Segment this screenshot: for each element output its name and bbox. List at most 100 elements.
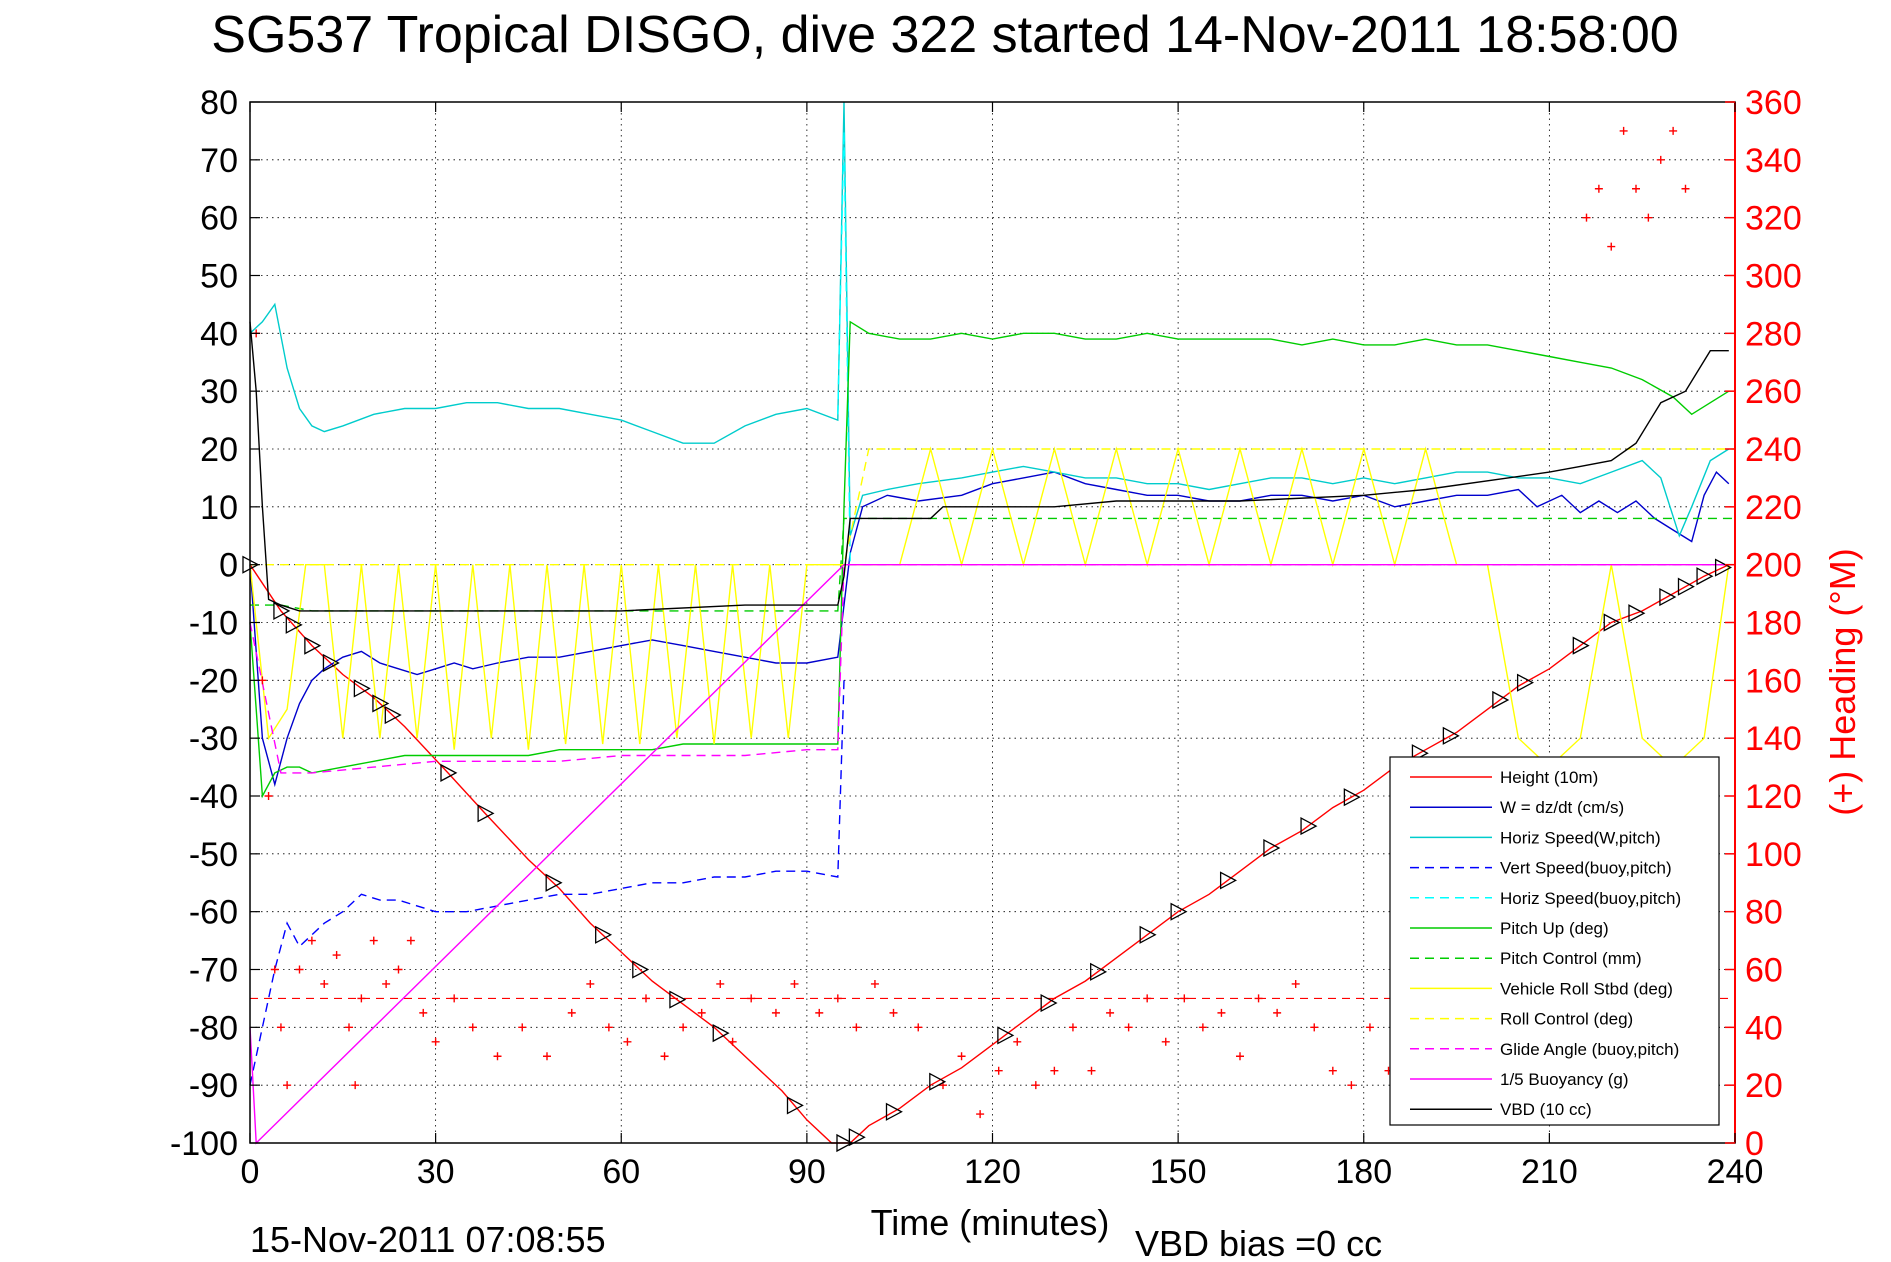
heading-marker — [642, 994, 650, 1003]
heading-marker — [1050, 1066, 1059, 1075]
height-marker — [997, 1026, 1015, 1045]
x-tick-label: 150 — [1150, 1153, 1207, 1191]
y-tick-label: 10 — [200, 489, 238, 527]
legend-box — [1389, 756, 1720, 1126]
heading-marker — [1180, 994, 1189, 1003]
y-tick-label: -30 — [189, 720, 238, 758]
height-marker — [304, 636, 322, 655]
height-marker — [384, 705, 402, 725]
heading-marker — [889, 1008, 898, 1017]
heading-marker — [1681, 184, 1690, 193]
heading-marker — [1656, 155, 1665, 164]
heading-marker — [1632, 184, 1640, 193]
height-marker — [545, 873, 563, 892]
heading-marker — [468, 1023, 477, 1032]
y2-tick-label: 20 — [1745, 1067, 1783, 1105]
heading-marker — [1644, 213, 1653, 222]
height-marker — [1677, 577, 1695, 596]
height-marker — [1343, 788, 1361, 807]
legend-label: Pitch Control (mm) — [1500, 949, 1642, 968]
height-marker — [632, 960, 650, 979]
heading-marker — [567, 1008, 576, 1017]
height-marker — [1090, 962, 1108, 981]
height-marker — [477, 804, 495, 823]
legend-label: Vert Speed(buoy,pitch) — [1500, 859, 1672, 878]
height-marker — [595, 925, 613, 944]
y-tick-label: 30 — [200, 373, 238, 411]
legend: Height (10m) W = dz/dt (cm/s) Horiz Speed(… — [1389, 756, 1720, 1126]
heading-marker — [1365, 1023, 1374, 1032]
heading-marker — [1143, 994, 1152, 1003]
heading-marker — [270, 965, 279, 974]
chart-title: SG537 Tropical DISGO, dive 322 started 1… — [211, 6, 1678, 64]
heading-marker — [679, 1023, 688, 1032]
heading-marker — [790, 979, 799, 988]
heading-marker — [771, 1008, 780, 1017]
y2-tick-label: 240 — [1745, 431, 1802, 469]
legend-label: Height (10m) — [1500, 768, 1598, 787]
heading-marker — [431, 1037, 440, 1046]
heading-marker — [728, 1037, 737, 1046]
height-marker — [1263, 838, 1281, 858]
y-tick-label: 50 — [200, 258, 238, 296]
heading-marker — [1619, 126, 1628, 135]
height-marker — [285, 615, 303, 634]
heading-marker — [1582, 213, 1591, 222]
y-tick-label: 0 — [219, 547, 238, 585]
heading-marker — [394, 965, 403, 974]
height-marker — [1572, 636, 1590, 655]
height-marker — [848, 1128, 866, 1147]
y-tick-label: -90 — [189, 1067, 238, 1105]
y2-tick-label: 120 — [1745, 778, 1802, 816]
heading-marker — [914, 1023, 923, 1032]
heading-marker — [276, 1023, 285, 1032]
legend-label: Horiz Speed(buoy,pitch) — [1500, 889, 1681, 908]
y2-tick-label: 140 — [1745, 720, 1802, 758]
heading-marker — [543, 1052, 551, 1061]
heading-marker — [295, 965, 304, 974]
heading-marker — [1328, 1066, 1337, 1075]
height-marker — [1300, 816, 1318, 836]
y2-tick-label: 60 — [1745, 952, 1783, 990]
height-marker — [440, 763, 458, 782]
heading-marker — [1106, 1008, 1115, 1017]
heading-marker — [623, 1037, 632, 1046]
heading-marker — [264, 792, 273, 800]
y2-tick-label: 260 — [1745, 373, 1802, 411]
y-tick-label: -20 — [189, 662, 238, 700]
heading-marker — [1217, 1008, 1226, 1017]
y-tick-label: -80 — [189, 1009, 238, 1047]
heading-marker — [1236, 1052, 1244, 1061]
legend-label: Horiz Speed(W,pitch) — [1500, 828, 1661, 847]
height-marker — [1170, 902, 1188, 921]
y-tick-label: -70 — [189, 952, 238, 990]
height-marker — [885, 1102, 903, 1121]
heading-marker — [307, 936, 316, 945]
heading-marker — [815, 1008, 824, 1017]
height-marker — [1696, 567, 1714, 586]
heading-marker — [1254, 994, 1263, 1003]
heading-marker — [369, 936, 378, 945]
heading-marker — [1013, 1037, 1022, 1046]
height-marker — [372, 694, 390, 713]
heading-marker — [1310, 1023, 1319, 1032]
heading-marker — [976, 1110, 985, 1119]
height-marker — [353, 679, 371, 698]
height-marker — [1219, 871, 1238, 890]
heading-marker — [419, 1008, 428, 1017]
series-line — [249, 470, 1730, 788]
y2-tick-label: 100 — [1745, 836, 1802, 874]
y-tick-label: 70 — [200, 142, 238, 180]
heading-marker — [345, 1023, 353, 1032]
height-marker — [1714, 558, 1733, 577]
series-line — [249, 564, 1735, 1145]
height-marker — [1139, 925, 1157, 944]
y2-tick-label: 40 — [1745, 1009, 1783, 1047]
heading-marker — [1594, 184, 1603, 193]
legend-label: VBD (10 cc) — [1500, 1100, 1592, 1119]
heading-marker — [320, 979, 329, 988]
height-marker — [712, 1024, 730, 1043]
series-line — [249, 680, 845, 1086]
y2-tick-label: 340 — [1745, 142, 1802, 180]
legend-label: W = dz/dt (cm/s) — [1500, 798, 1624, 817]
